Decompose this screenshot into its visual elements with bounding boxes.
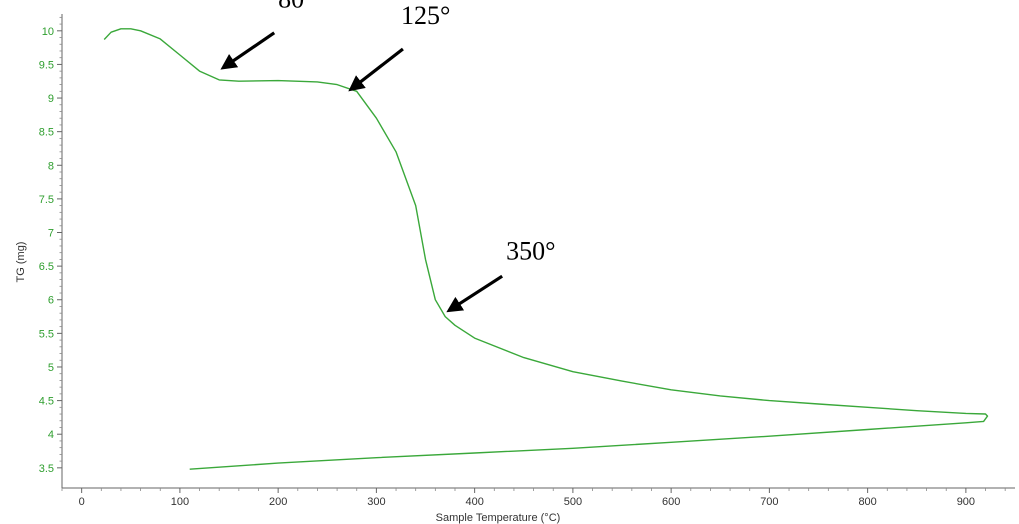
annotation-label: 350° [506,236,555,265]
x-tick-label: 300 [367,496,385,508]
x-tick-label: 400 [465,496,483,508]
y-tick-label: 10 [42,26,54,38]
y-tick-label: 8.5 [39,127,54,139]
annotation-arrow [446,274,504,313]
annotation-layer: 80° 125° 350° [220,0,555,313]
y-tick-label: 6.5 [39,261,54,273]
plot-frame [61,14,1015,489]
x-tick-label: 800 [858,496,876,508]
x-tick-label: 100 [171,496,189,508]
x-tick-label: 700 [760,496,778,508]
x-tick-label: 600 [662,496,680,508]
y-tick-label: 9.5 [39,59,54,71]
tg-curve [103,28,989,470]
x-tick-label: 0 [79,496,85,508]
x-axis-title: Sample Temperature (°C) [436,512,561,524]
y-tick-label: 5.5 [39,328,54,340]
annotation-label: 125° [401,1,450,30]
annotation-arrow [348,47,404,92]
y-tick-label: 9 [48,93,54,105]
y-tick-label: 8 [48,160,54,172]
y-tick-label: 4.5 [39,396,54,408]
x-tick-label: 200 [269,496,287,508]
x-axis-ticks: 0 100 200 300 400 500 600 700 800 900 [61,488,1006,508]
y-tick-label: 3.5 [39,463,54,475]
x-tick-label: 900 [957,496,975,508]
y-tick-label: 7 [48,228,54,240]
annotation-arrow [220,31,276,70]
y-axis-title: TG (mg) [15,242,27,283]
series-layer [103,28,989,470]
annotation-label: 80° [278,0,314,13]
y-tick-label: 6 [48,295,54,307]
y-tick-label: 7.5 [39,194,54,206]
y-tick-label: 4 [48,429,54,441]
y-tick-label: 5 [48,362,54,374]
x-tick-label: 500 [564,496,582,508]
y-axis-ticks: 3.5 4 4.5 5 5.5 6 6.5 7 7.5 8 8.5 9 9.5 10 [39,16,62,475]
